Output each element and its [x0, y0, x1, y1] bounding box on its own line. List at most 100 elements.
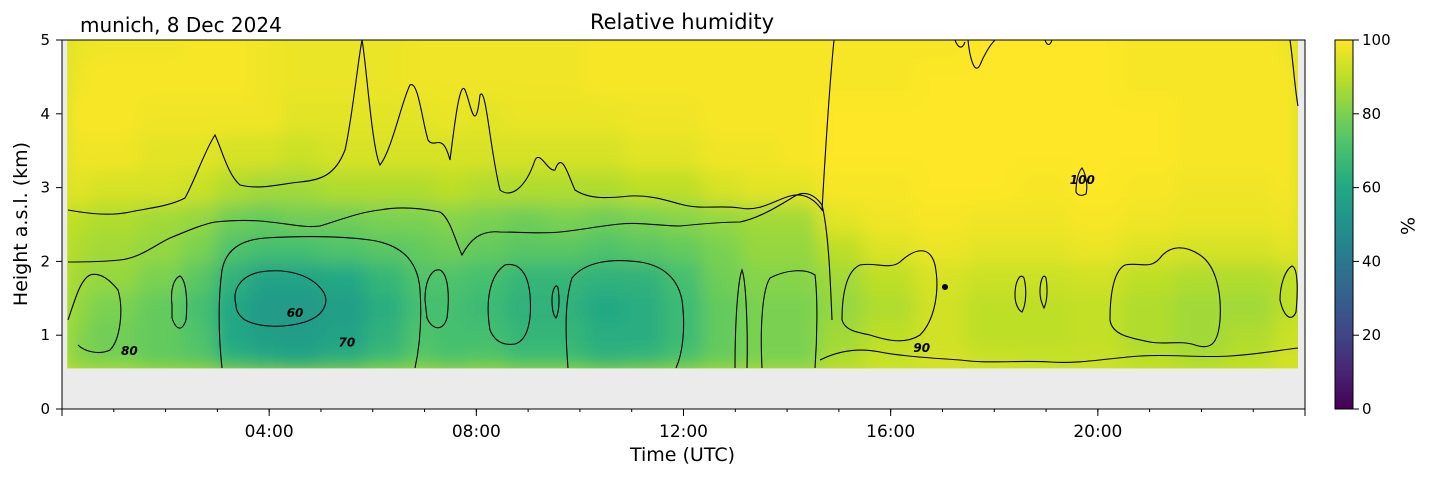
- x-tick-label: 16:00: [866, 422, 915, 442]
- humidity-cell: [546, 259, 590, 293]
- y-tick-label: 5: [40, 31, 50, 49]
- humidity-cell: [181, 288, 220, 323]
- humidity-cell: [280, 56, 323, 98]
- humidity-cell: [862, 229, 919, 264]
- humidity-cell: [435, 288, 471, 323]
- humidity-cell: [702, 40, 746, 61]
- x-tick-label: 08:00: [452, 422, 501, 442]
- humidity-cell: [280, 167, 323, 205]
- humidity-cell: [779, 200, 823, 234]
- humidity-cell: [466, 200, 510, 234]
- contour-label: 80: [121, 344, 138, 358]
- humidity-cell: [624, 288, 668, 323]
- humidity-cell: [365, 229, 409, 264]
- humidity-cell: [318, 259, 370, 293]
- humidity-cell: [1069, 40, 1126, 61]
- humidity-cell: [137, 259, 186, 293]
- colorbar-ticks: 0 20 40 60 80 100: [1353, 31, 1391, 418]
- humidity-cell: [181, 200, 220, 234]
- humidity-cell: [741, 229, 784, 264]
- humidity-cell: [466, 130, 510, 172]
- humidity-cell: [505, 318, 551, 352]
- humidity-cell: [88, 130, 142, 172]
- humidity-cell: [779, 93, 823, 135]
- humidity-cell: [966, 130, 1023, 172]
- humidity-cell: [365, 259, 409, 293]
- humidity-cell: [741, 167, 784, 205]
- humidity-cell: [365, 200, 409, 234]
- humidity-cell: [779, 130, 823, 172]
- humidity-cell: [137, 93, 186, 135]
- humidity-cell: [741, 93, 784, 135]
- humidity-cell: [624, 229, 668, 264]
- humidity-cell: [1173, 167, 1230, 205]
- humidity-cell: [466, 347, 510, 371]
- humidity-cell: [862, 200, 919, 234]
- humidity-cell: [914, 318, 971, 352]
- contour-line-90-right-a: [841, 250, 938, 342]
- humidity-cell: [137, 130, 186, 172]
- contour-lines: [67, 40, 1299, 369]
- humidity-cell: [702, 93, 746, 135]
- humidity-cell: [624, 56, 668, 98]
- humidity-cell: [215, 347, 254, 371]
- humidity-cell: [249, 288, 285, 323]
- humidity-cell: [741, 259, 784, 293]
- humidity-cell: [318, 56, 370, 98]
- contour-line-80-mid-a: [734, 268, 748, 369]
- humidity-cell: [702, 56, 746, 98]
- humidity-cell: [966, 40, 1023, 61]
- humidity-cell: [505, 229, 551, 264]
- humidity-cell: [466, 56, 510, 98]
- humidity-cell: [280, 259, 323, 293]
- humidity-cell: [779, 40, 823, 61]
- humidity-cell: [966, 200, 1023, 234]
- humidity-cell: [505, 93, 551, 135]
- colorbar-tick-label: 40: [1362, 252, 1381, 270]
- humidity-cell: [365, 93, 409, 135]
- humidity-cell: [215, 40, 254, 61]
- humidity-cell: [88, 288, 142, 323]
- contour-line-90-right-b: [1109, 247, 1221, 348]
- humidity-cell: [65, 288, 93, 323]
- humidity-cell: [818, 347, 867, 371]
- contour-line-60-core: [234, 270, 327, 327]
- humidity-cell: [1225, 40, 1279, 61]
- humidity-cell: [966, 167, 1023, 205]
- humidity-cell: [1069, 56, 1126, 98]
- humidity-cell: [914, 167, 971, 205]
- humidity-cell: [1225, 130, 1279, 172]
- humidity-cell: [181, 93, 220, 135]
- humidity-cell: [741, 200, 784, 234]
- humidity-cell: [914, 288, 971, 323]
- humidity-cell: [249, 347, 285, 371]
- humidity-cell: [365, 347, 409, 371]
- colorbar-tick-label: 60: [1362, 179, 1381, 197]
- humidity-cell: [88, 40, 142, 61]
- no-data-left-strip: [62, 40, 68, 409]
- humidity-cell: [318, 318, 370, 352]
- humidity-cell: [663, 167, 707, 205]
- humidity-cell: [585, 56, 629, 98]
- humidity-cell: [741, 347, 784, 371]
- humidity-cell: [663, 130, 707, 172]
- humidity-cell: [1225, 229, 1279, 264]
- humidity-cell: [624, 40, 668, 61]
- humidity-cell: [88, 200, 142, 234]
- humidity-cell: [318, 229, 370, 264]
- humidity-cell: [318, 40, 370, 61]
- humidity-cell: [505, 167, 551, 205]
- humidity-cell: [249, 93, 285, 135]
- humidity-cell: [818, 56, 867, 98]
- humidity-cell: [318, 200, 370, 234]
- humidity-cell: [702, 259, 746, 293]
- colorbar-tick-label: 0: [1362, 400, 1372, 418]
- humidity-cell: [435, 40, 471, 61]
- humidity-cell: [365, 318, 409, 352]
- y-tick-label: 2: [40, 252, 50, 270]
- humidity-cell: [1274, 288, 1300, 323]
- humidity-cell: [585, 130, 629, 172]
- x-tick-label: 20:00: [1073, 422, 1122, 442]
- humidity-cell: [1018, 93, 1074, 135]
